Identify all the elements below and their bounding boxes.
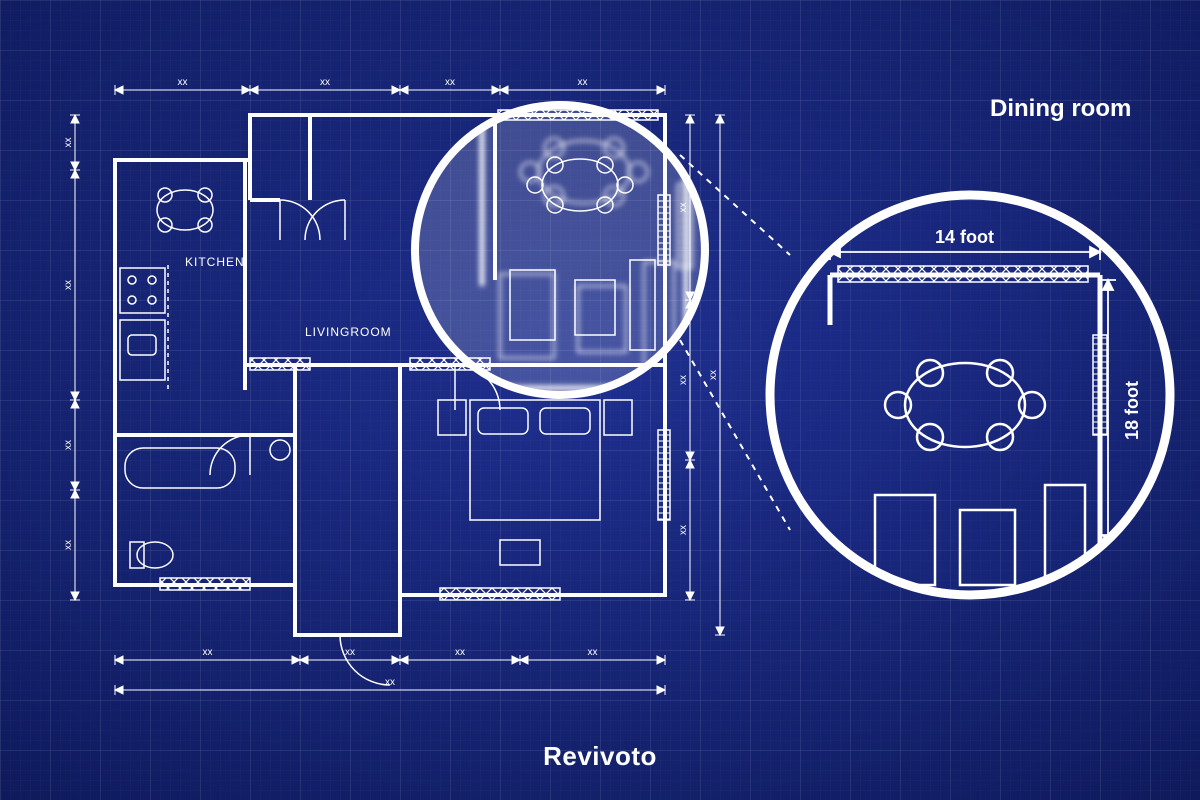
width-dimension-label: 14 foot	[935, 227, 994, 248]
livingroom-label: LIVINGROOM	[305, 325, 392, 339]
svg-text:xx: xx	[345, 647, 355, 658]
height-dimension-label: 18 foot	[1122, 381, 1143, 440]
svg-text:xx: xx	[445, 77, 455, 88]
svg-text:xx: xx	[678, 525, 689, 535]
brand-logo: Revivoto	[543, 741, 657, 772]
svg-text:xx: xx	[385, 677, 395, 688]
kitchen-label: KITCHEN	[185, 255, 245, 269]
svg-text:xx: xx	[63, 440, 74, 450]
svg-text:xx: xx	[203, 647, 213, 658]
svg-text:xx: xx	[63, 540, 74, 550]
svg-text:xx: xx	[708, 370, 719, 380]
callout-title: Dining room	[990, 95, 1131, 123]
svg-text:xx: xx	[588, 647, 598, 658]
svg-text:xx: xx	[678, 375, 689, 385]
svg-text:xx: xx	[63, 280, 74, 290]
svg-text:xx: xx	[178, 77, 188, 88]
svg-text:xx: xx	[63, 138, 74, 148]
svg-text:xx: xx	[320, 77, 330, 88]
svg-text:xx: xx	[578, 77, 588, 88]
svg-text:xx: xx	[455, 647, 465, 658]
